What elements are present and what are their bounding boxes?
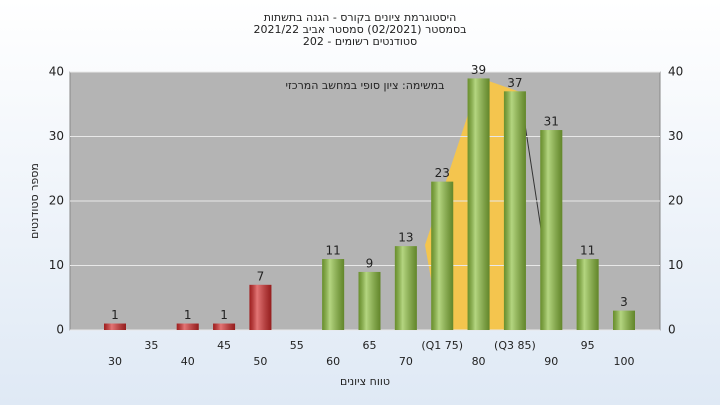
bar-shade <box>540 130 563 330</box>
y-tick-label: 30 <box>49 129 64 143</box>
x-tick-label: (Q3 85) <box>494 339 536 352</box>
bar-shade <box>176 323 199 330</box>
bar-shade <box>322 259 345 330</box>
value-label: 13 <box>398 231 413 245</box>
chart-title: בסמסטר (02/2021) סמסטר אביב 2021/22 <box>253 23 466 36</box>
x-tick-label: 95 <box>581 339 595 352</box>
y2-tick-label: 0 <box>668 323 676 337</box>
bar-shade <box>213 323 236 330</box>
value-label: 39 <box>471 63 486 77</box>
x-tick-label: 50 <box>253 355 267 368</box>
value-label: 1 <box>184 308 192 322</box>
annotation: במשימה: ציון סופי במחשב המרכזי <box>285 79 444 92</box>
value-label: 23 <box>435 166 450 180</box>
chart-title: סטודנטים רשומים - 202 <box>303 35 417 48</box>
bar-shade <box>358 271 381 330</box>
x-tick-label: 45 <box>217 339 231 352</box>
y-tick-label: 40 <box>49 65 64 79</box>
x-tick-label: 55 <box>290 339 304 352</box>
y2-tick-label: 20 <box>668 194 683 208</box>
y-tick-label: 0 <box>56 323 64 337</box>
bar-shade <box>576 259 599 330</box>
x-tick-label: 30 <box>108 355 122 368</box>
x-tick-label: 100 <box>614 355 635 368</box>
y-axis-label: מספר סטודנטים <box>28 163 41 239</box>
x-tick-label: 80 <box>472 355 486 368</box>
x-tick-label: 35 <box>144 339 158 352</box>
y2-tick-label: 10 <box>668 258 683 272</box>
bar-shade <box>613 310 635 330</box>
value-label: 1 <box>220 308 228 322</box>
bar-shade <box>104 323 126 330</box>
value-label: 1 <box>111 308 119 322</box>
x-tick-label: 40 <box>181 355 195 368</box>
x-tick-label: (Q1 75) <box>421 339 463 352</box>
value-label: 37 <box>507 76 522 90</box>
value-label: 7 <box>257 269 265 283</box>
bar-shade <box>467 78 490 330</box>
y2-tick-label: 30 <box>668 129 683 143</box>
value-label: 31 <box>544 115 559 129</box>
bar-shade <box>503 91 526 330</box>
bar-shade <box>249 284 272 330</box>
bar-shade <box>431 181 454 330</box>
y-tick-label: 20 <box>49 194 64 208</box>
x-tick-label: 60 <box>326 355 340 368</box>
bar-shade <box>394 246 417 330</box>
x-tick-label: 70 <box>399 355 413 368</box>
chart-title: היסטוגרמת ציונים בקורס - הגנה בתשתות <box>264 11 457 24</box>
y2-tick-label: 40 <box>668 65 683 79</box>
y-tick-label: 10 <box>49 258 64 272</box>
x-tick-label: 65 <box>363 339 377 352</box>
x-tick-label: 90 <box>544 355 558 368</box>
x-axis-label: טווח ציונים <box>340 375 390 388</box>
value-label: 11 <box>326 244 341 258</box>
value-label: 11 <box>580 244 595 258</box>
value-label: 3 <box>620 295 628 309</box>
value-label: 9 <box>366 256 374 270</box>
